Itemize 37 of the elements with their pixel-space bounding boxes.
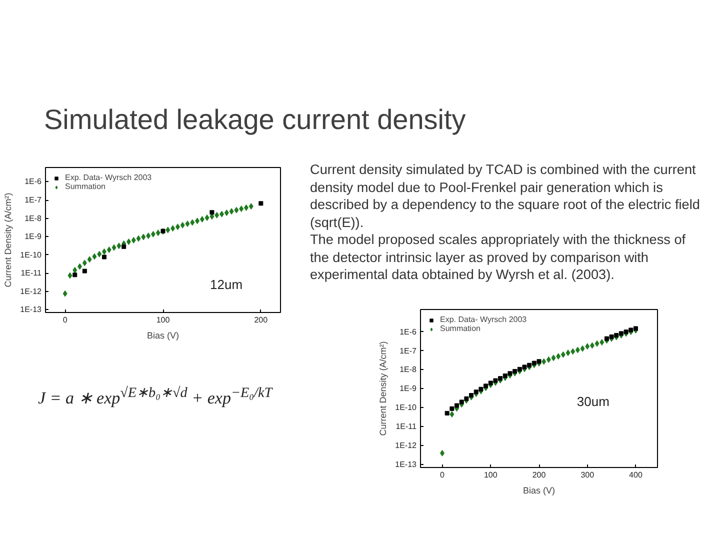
y-axis-title: Current Density (A/cm²) <box>378 341 388 436</box>
y-tick-label: 1E-9 <box>400 384 418 394</box>
y-tick-label: 1E-13 <box>20 305 42 314</box>
x-tick-label: 100 <box>484 470 498 480</box>
y-tick-label: 1E-8 <box>24 214 42 223</box>
annotation: 30um <box>576 394 610 410</box>
y-tick-label: 1E-7 <box>400 346 418 356</box>
legend-label: Summation <box>440 324 480 333</box>
y-tick-label: 1E-13 <box>395 460 418 470</box>
x-tick-label: 0 <box>440 470 446 480</box>
x-tick-label: 300 <box>580 470 595 480</box>
y-tick-label: 1E-9 <box>24 232 42 242</box>
y-axis-title: Current Density (A/cm²) <box>3 192 14 288</box>
y-tick-label: 1E-8 <box>400 365 418 374</box>
y-tick-label: 1E-11 <box>396 422 418 432</box>
text: J = a ∗ exp$^{√E∗b₀∗√d}$ + exp$^{−E₀/kT}$ <box>38 384 272 410</box>
chart-title: Simulated leakage current density <box>44 103 466 137</box>
y-tick-label: 1E-12 <box>395 441 418 450</box>
y-tick-label: 1E-10 <box>20 250 42 260</box>
legend-label: Exp. Data- Wyrsch 2003 <box>65 173 152 182</box>
y-tick-label: 1E-11 <box>20 268 42 278</box>
legend-label: Summation <box>65 182 106 191</box>
x-axis-title: Bias (V) <box>522 486 556 496</box>
x-tick-label: 0 <box>62 316 68 324</box>
y-tick-label: 1E-6 <box>400 327 418 336</box>
y-tick-label: 1E-10 <box>395 403 418 412</box>
x-tick-label: 200 <box>532 470 546 480</box>
text: Current density simulated by TCAD is combined with the current density model due to Pool-Frenkel pair generation which is described by a dependency to the square root of the electric field (sqrt(E)). The model proposed scales appropriately with the thickness of the detector intrinsic layer as proved by comparison with experimental data obtained by Wyrsh et al. (2003). <box>310 161 701 284</box>
x-tick-label: 400 <box>629 470 643 480</box>
y-tick-label: 1E-12 <box>20 286 42 296</box>
x-tick-label: 200 <box>254 316 268 324</box>
y-tick-label: 1E-7 <box>24 196 42 204</box>
x-axis-title: Bias (V) <box>146 330 180 340</box>
annotation: 12um <box>210 277 243 292</box>
legend-label: Exp. Data- Wyrsch 2003 <box>440 315 527 324</box>
x-tick-label: 100 <box>156 316 170 324</box>
y-tick-label: 1E-6 <box>24 177 42 186</box>
